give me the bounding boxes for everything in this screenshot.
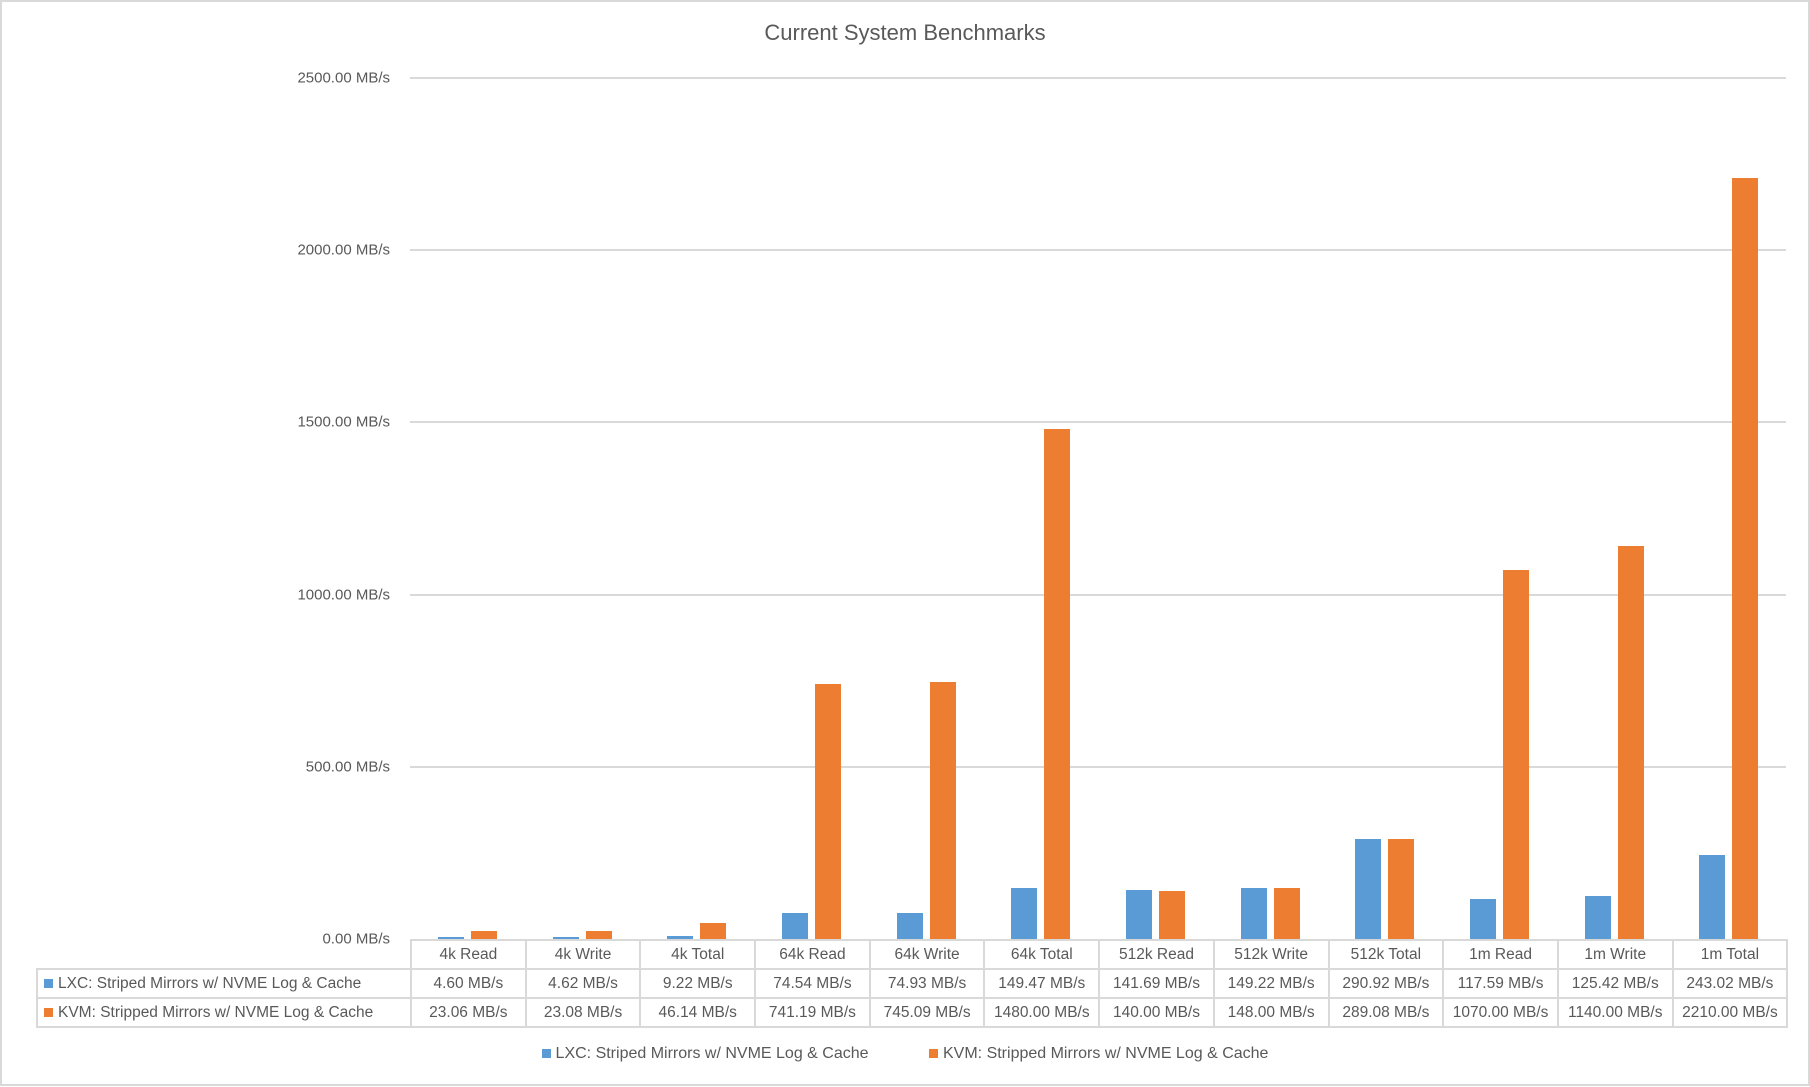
legend-item-kvm[interactable]: KVM: Stripped Mirrors w/ NVME Log & Cach… [929, 1045, 1268, 1063]
data-table-corner [37, 940, 412, 970]
value-cell: 117.59 MB/s [1442, 968, 1559, 999]
legend-label: KVM: Stripped Mirrors w/ NVME Log & Cach… [943, 1045, 1269, 1062]
value-cell: 745.09 MB/s [868, 997, 986, 1028]
series-name: LXC: Striped Mirrors w/ NVME Log & Cache [58, 974, 362, 992]
bar-lxc[interactable] [896, 913, 923, 939]
bar-lxc[interactable] [1126, 890, 1152, 939]
y-tick-label: 0.00 MB/s [322, 930, 390, 948]
category-label: 1m Read [1442, 939, 1559, 970]
value-cell: 4.62 MB/s [524, 968, 642, 999]
gridline [410, 765, 1786, 768]
value-cell: 125.42 MB/s [1556, 968, 1674, 999]
bar-lxc[interactable] [552, 937, 579, 939]
kvm-swatch-icon [44, 1007, 53, 1017]
category-label: 64k Read [754, 939, 871, 970]
category-label: 4k Read [410, 939, 527, 970]
gridline [410, 593, 1786, 596]
lxc-swatch-icon [541, 1049, 551, 1058]
y-tick-label: 500.00 MB/s [305, 758, 390, 776]
value-cell: 1140.00 MB/s [1556, 997, 1674, 1028]
bar-kvm[interactable] [929, 682, 956, 939]
category-label: 512k Write [1212, 939, 1330, 970]
value-cell: 1070.00 MB/s [1442, 997, 1559, 1028]
bar-kvm[interactable] [700, 923, 727, 939]
legend-label: LXC: Striped Mirrors w/ NVME Log & Cache [555, 1045, 869, 1062]
data-table: 4k Read 4k Write 4k Total 64k Read 64k Write… [36, 939, 1789, 1028]
bar-lxc[interactable] [1355, 838, 1382, 939]
chart-legend: LXC: Striped Mirrors w/ NVME Log & Cache… [0, 1045, 1810, 1063]
chart-title: Current System Benchmarks [764, 20, 1046, 45]
bar-lxc[interactable] [438, 937, 464, 939]
bar-kvm[interactable] [585, 931, 612, 939]
value-cell: 23.08 MB/s [524, 997, 642, 1028]
bar-kvm[interactable] [815, 683, 841, 939]
data-table-header-row: 4k Read 4k Write 4k Total 64k Read 64k Write… [37, 939, 1789, 970]
bar-lxc[interactable] [1470, 898, 1496, 939]
value-cell: 1480.00 MB/s [983, 997, 1101, 1028]
bar-lxc[interactable] [667, 935, 694, 939]
bar-kvm[interactable] [1503, 570, 1529, 939]
bar-lxc[interactable] [782, 913, 808, 939]
value-cell: 141.69 MB/s [1098, 968, 1215, 999]
bar-kvm[interactable] [1159, 890, 1185, 939]
bar-kvm[interactable] [1732, 177, 1759, 939]
value-cell: 149.47 MB/s [983, 968, 1101, 999]
value-cell: 243.02 MB/s [1671, 968, 1789, 999]
gridline [410, 249, 1786, 252]
value-cell: 74.54 MB/s [754, 968, 871, 999]
category-label: 512k Total [1327, 939, 1445, 970]
bar-kvm[interactable] [1273, 888, 1300, 939]
series-name: KVM: Stripped Mirrors w/ NVME Log & Cach… [58, 1003, 374, 1021]
value-cell: 741.19 MB/s [754, 997, 871, 1028]
value-cell: 140.00 MB/s [1098, 997, 1215, 1028]
y-tick-label: 2500.00 MB/s [297, 69, 390, 87]
bar-lxc[interactable] [1699, 855, 1726, 939]
category-label: 4k Write [524, 939, 642, 970]
y-tick-label: 2000.00 MB/s [297, 241, 390, 259]
series-label-kvm: KVM: Stripped Mirrors w/ NVME Log & Cach… [36, 997, 412, 1028]
value-cell: 46.14 MB/s [639, 997, 757, 1028]
value-cell: 4.60 MB/s [410, 968, 527, 999]
legend-item-lxc[interactable]: LXC: Striped Mirrors w/ NVME Log & Cache [541, 1045, 869, 1063]
bar-kvm[interactable] [1044, 429, 1071, 939]
kvm-swatch-icon [929, 1049, 938, 1058]
category-label: 1m Write [1556, 939, 1674, 970]
category-label: 64k Write [868, 939, 986, 970]
category-label: 64k Total [983, 939, 1101, 970]
value-cell: 23.06 MB/s [410, 997, 527, 1028]
bar-kvm[interactable] [1617, 546, 1644, 939]
value-cell: 74.93 MB/s [868, 968, 986, 999]
category-label: 1m Total [1671, 939, 1789, 970]
category-label: 512k Read [1098, 939, 1215, 970]
value-cell: 9.22 MB/s [639, 968, 757, 999]
bar-lxc[interactable] [1240, 887, 1267, 939]
gridline [410, 421, 1786, 424]
y-tick-label: 1000.00 MB/s [297, 586, 390, 604]
bar-lxc[interactable] [1584, 895, 1611, 939]
value-cell: 149.22 MB/s [1212, 968, 1330, 999]
lxc-swatch-icon [44, 978, 53, 988]
category-label: 4k Total [639, 939, 757, 970]
value-cell: 148.00 MB/s [1212, 997, 1330, 1028]
bar-kvm[interactable] [471, 931, 497, 939]
value-cell: 290.92 MB/s [1327, 968, 1445, 999]
y-tick-label: 1500.00 MB/s [297, 413, 390, 431]
gridline [410, 77, 1786, 79]
bar-kvm[interactable] [1388, 839, 1415, 939]
data-table-row-kvm: KVM: Stripped Mirrors w/ NVME Log & Cach… [36, 997, 1789, 1028]
value-cell: 289.08 MB/s [1327, 997, 1445, 1028]
value-cell: 2210.00 MB/s [1671, 997, 1789, 1028]
series-label-lxc: LXC: Striped Mirrors w/ NVME Log & Cache [36, 968, 412, 999]
data-table-row-lxc: LXC: Striped Mirrors w/ NVME Log & Cache… [36, 968, 1789, 999]
bar-lxc[interactable] [1011, 887, 1038, 939]
